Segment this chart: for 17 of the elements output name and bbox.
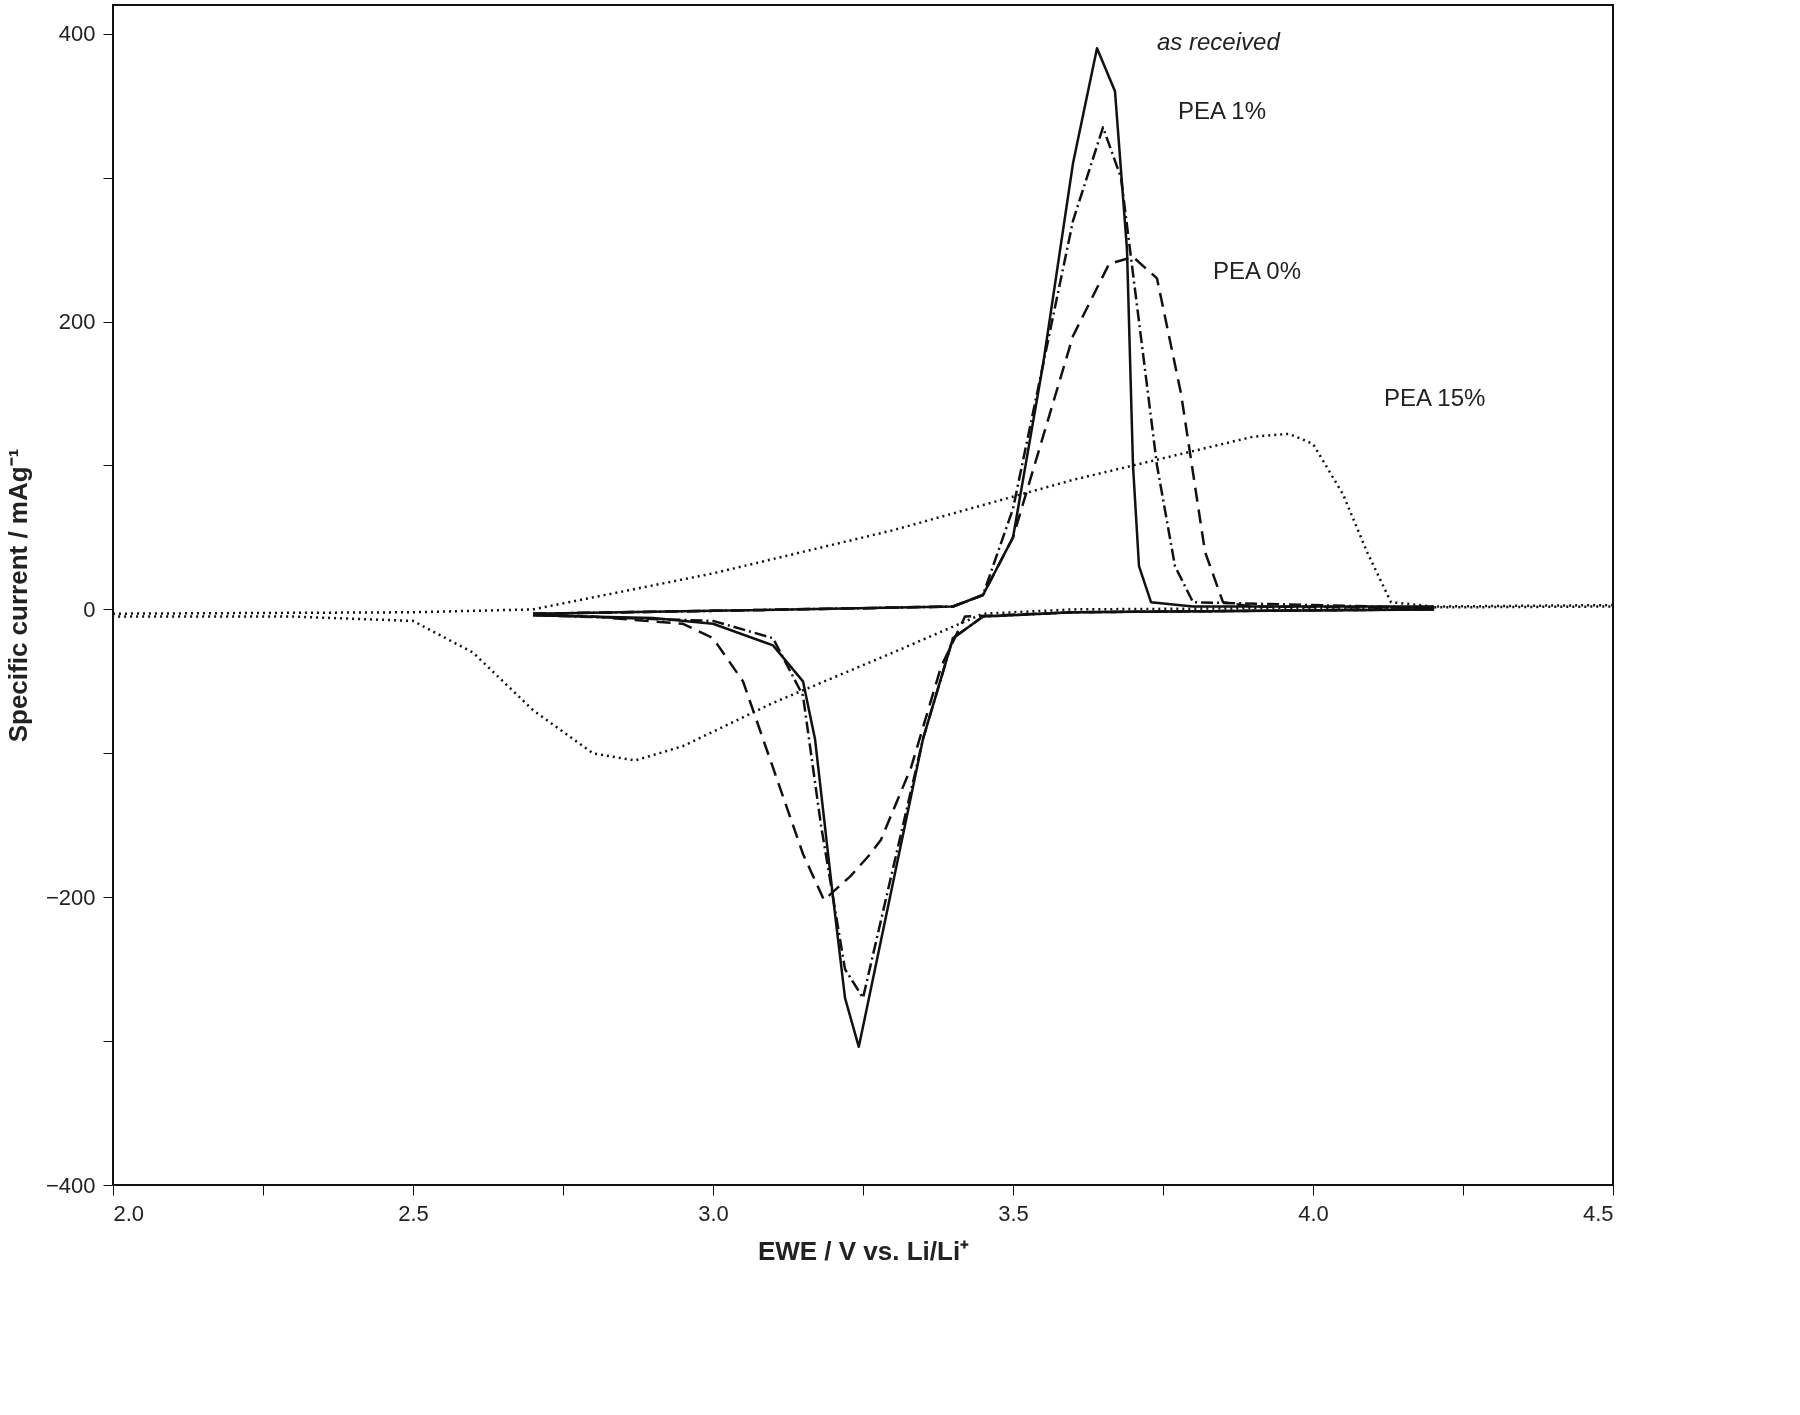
text: PEA 0% (1213, 256, 1302, 284)
x-tick-label: 3.0 (698, 1200, 729, 1226)
x-tick-label: 2.5 (398, 1200, 429, 1226)
text: PEA 15% (1384, 383, 1486, 411)
y-tick-label: 0 (83, 596, 96, 622)
x-tick-label: 2.0 (113, 1200, 145, 1226)
y-tick-label: 200 (58, 309, 96, 335)
x-axis-title: EWE / V vs. Li/Li⁺ (757, 1235, 970, 1266)
x-tick-label: 3.5 (998, 1200, 1029, 1226)
text: as received (1157, 28, 1281, 56)
y-tick-label: −400 (45, 1172, 96, 1198)
y-tick-label: 400 (58, 21, 96, 47)
x-tick-label: 4.5 (1582, 1200, 1614, 1226)
x-tick-label: 4.0 (1298, 1200, 1329, 1226)
text: PEA 1% (1178, 97, 1267, 125)
y-axis-title: Specific current / mAg⁻¹ (2, 448, 33, 743)
y-tick-label: −200 (45, 884, 96, 910)
